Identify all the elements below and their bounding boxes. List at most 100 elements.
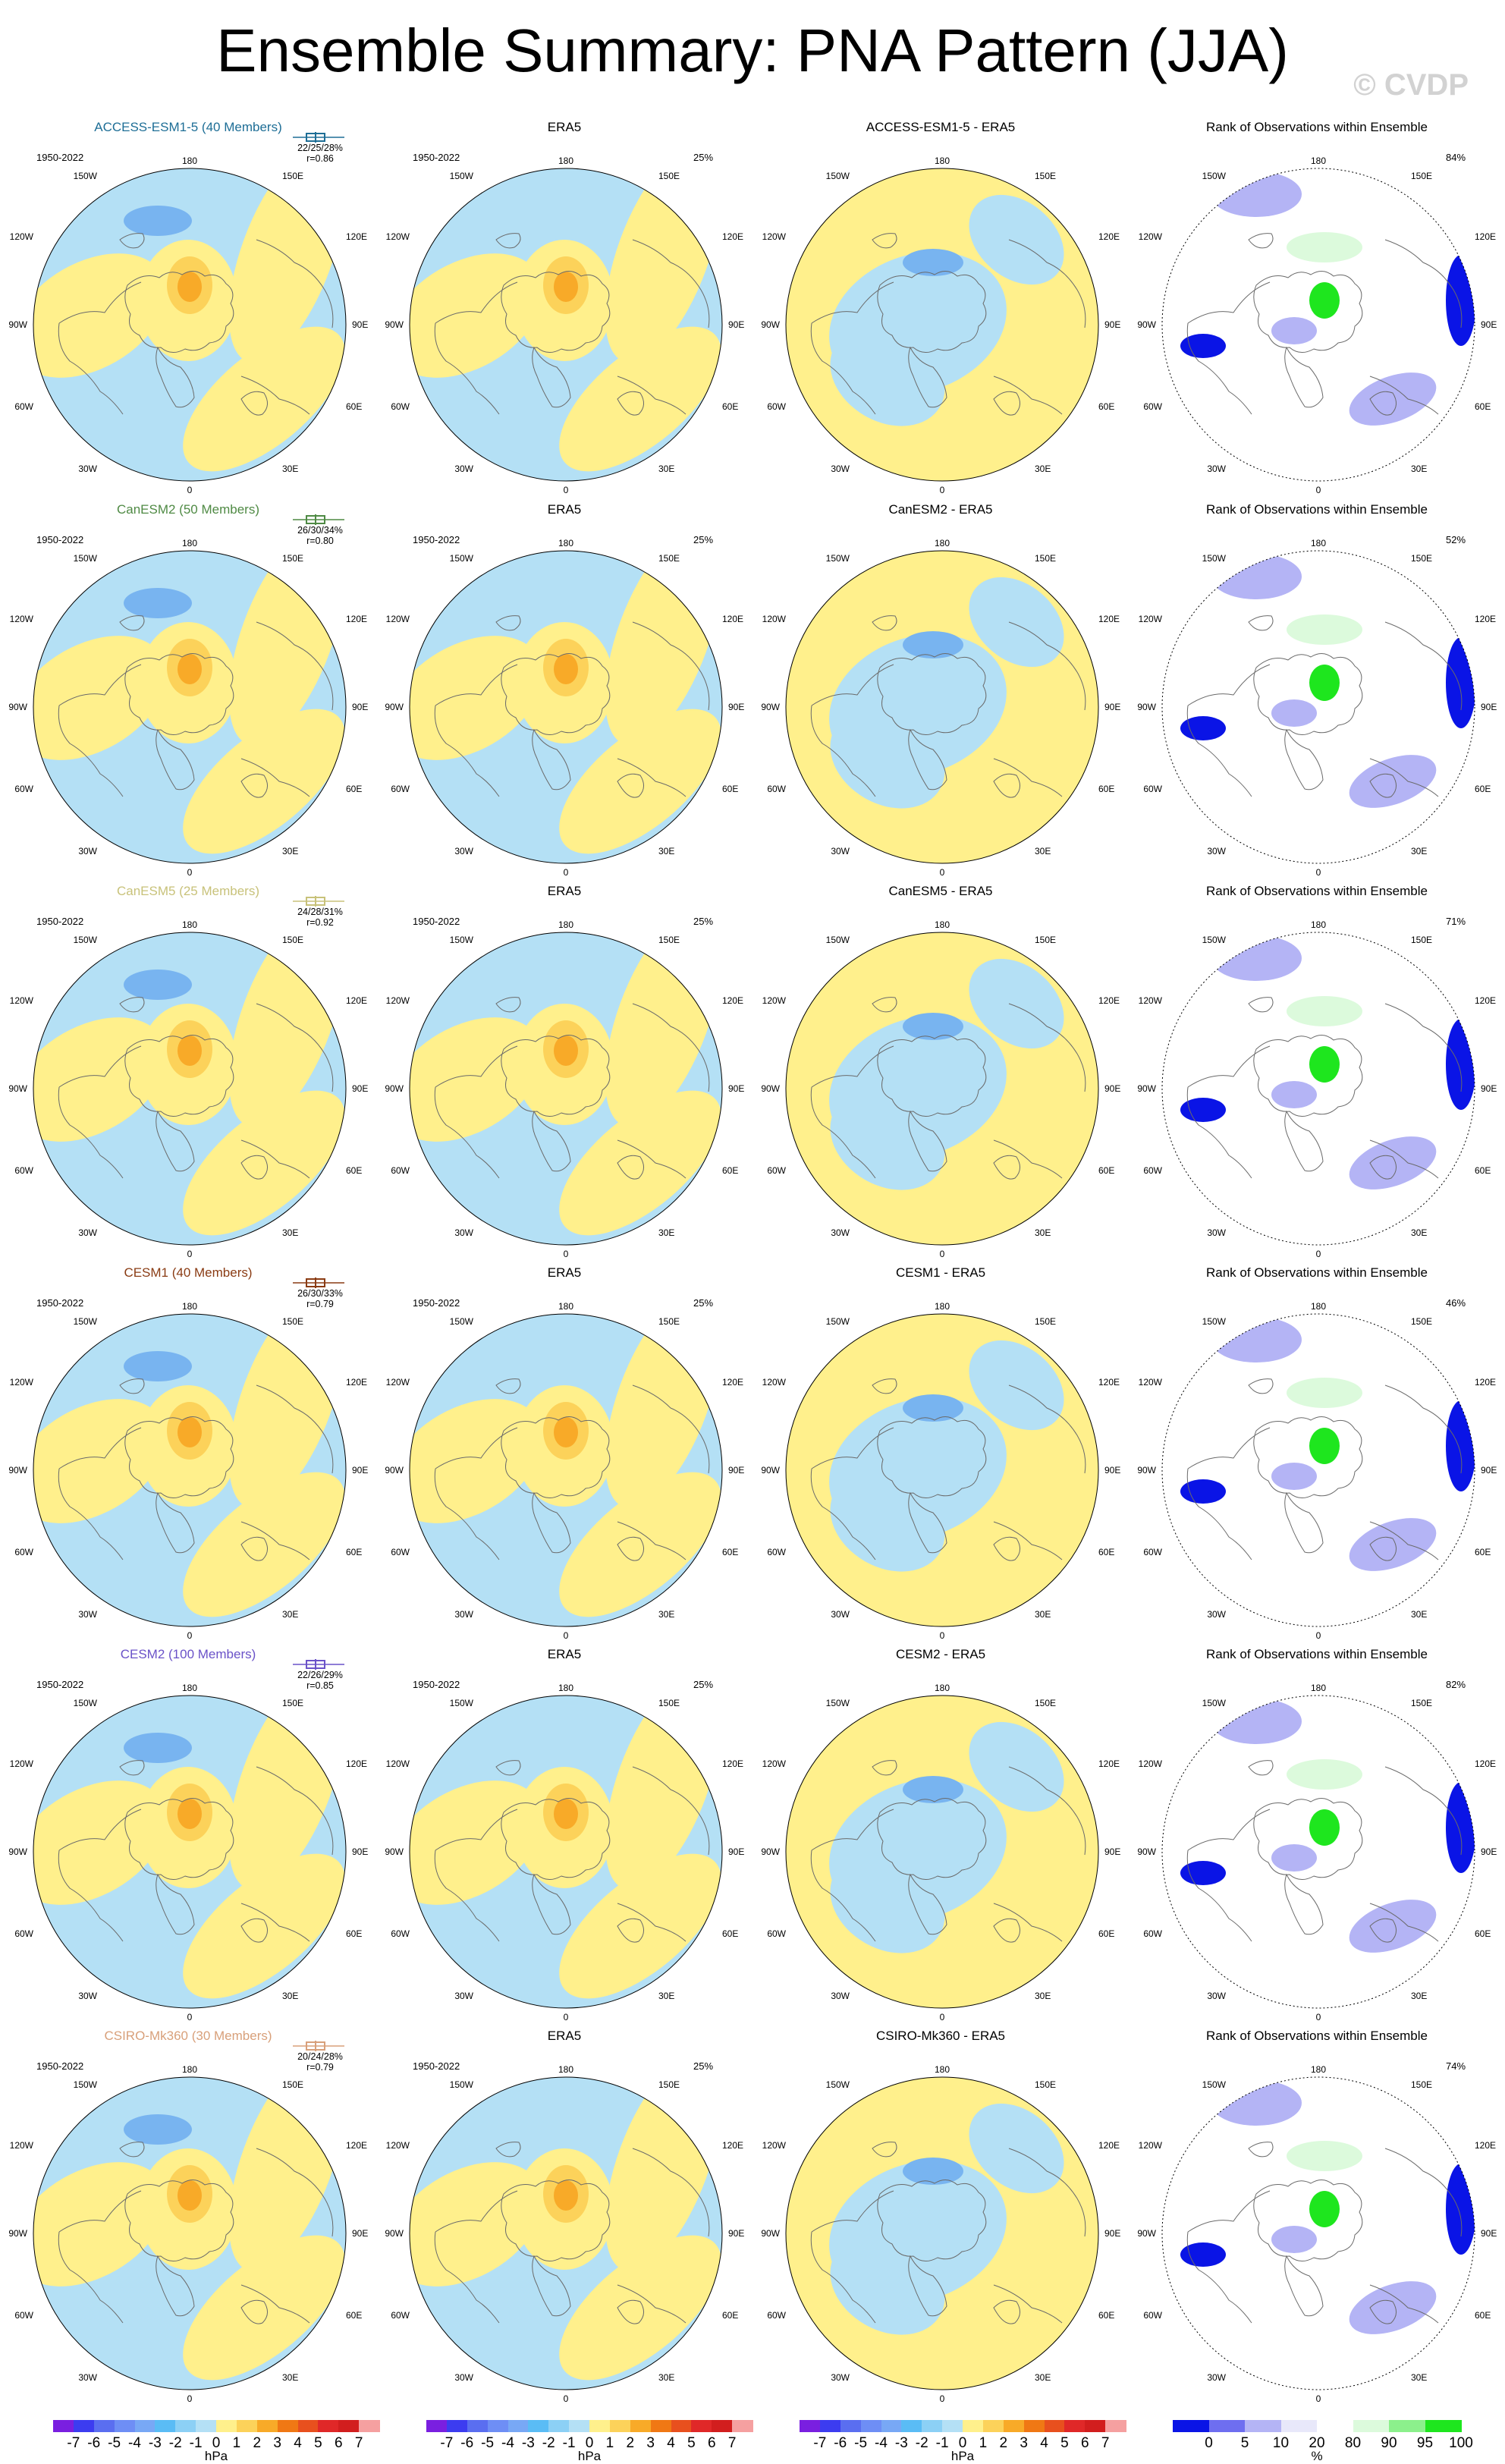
colorbar-tick-label: -3 bbox=[894, 2435, 908, 2451]
lon-label-ur1: 150E bbox=[282, 1316, 303, 1327]
colorbar-swatch bbox=[1064, 2420, 1086, 2432]
lon-label-ll1: 60W bbox=[14, 1547, 33, 1557]
lon-label-left: 90W bbox=[385, 1846, 404, 1857]
anomaly-field bbox=[33, 2077, 346, 2390]
lon-label-ur1: 150E bbox=[1411, 171, 1432, 181]
lon-label-ll1: 60W bbox=[1143, 1165, 1162, 1176]
lon-label-ur2: 120E bbox=[1475, 231, 1496, 242]
colorbar-tick-label: 1 bbox=[605, 2435, 614, 2451]
panel-title: CanESM5 - ERA5 bbox=[888, 884, 993, 898]
lon-label-lr2: 30E bbox=[1411, 1227, 1427, 1238]
cvdp-watermark: © CVDP bbox=[1353, 68, 1469, 102]
colorbar-swatch bbox=[963, 2420, 984, 2432]
lon-label-lr2: 30E bbox=[658, 2372, 674, 2383]
lon-label-lr1: 60E bbox=[346, 1165, 362, 1176]
lon-label-ur1: 150E bbox=[282, 935, 303, 945]
colorbar-swatch bbox=[277, 2420, 298, 2432]
lon-label-ur2: 120E bbox=[1098, 1758, 1120, 1769]
anomaly-field bbox=[33, 932, 346, 1245]
colorbar-tick-label: 0 bbox=[1205, 2435, 1213, 2451]
colorbar-tick-label: 6 bbox=[1080, 2435, 1089, 2451]
lon-label-ur1: 150E bbox=[658, 2079, 680, 2090]
lon-label-ll2: 30W bbox=[78, 1991, 97, 2001]
lon-label-top: 180 bbox=[558, 156, 573, 166]
lon-label-ul2: 120W bbox=[1139, 1377, 1163, 1388]
ensemble-spread-boxplot bbox=[293, 1278, 344, 1288]
lon-label-ul2: 120W bbox=[10, 231, 34, 242]
lon-label-top: 180 bbox=[1311, 156, 1326, 166]
variance-explained-range: 26/30/34% bbox=[297, 525, 343, 536]
lon-label-lr1: 60E bbox=[722, 1928, 738, 1939]
lon-label-ul2: 120W bbox=[1139, 614, 1163, 624]
lon-label-ul1: 150W bbox=[450, 935, 474, 945]
lon-label-ul2: 120W bbox=[386, 231, 410, 242]
variance-explained-range: 26/30/33% bbox=[297, 1288, 343, 1299]
lon-label-lr2: 30E bbox=[1411, 2372, 1427, 2383]
period-label: 1950-2022 bbox=[36, 2060, 84, 2072]
ensemble-stats: 26/30/34% r=0.80 bbox=[267, 525, 373, 546]
anomaly-field bbox=[410, 1696, 722, 2008]
ensemble-spread-boxplot bbox=[293, 896, 344, 907]
panel-rank: Rank of Observations within Ensemble 82% 1… bbox=[1129, 1647, 1505, 2029]
lon-label-right: 90E bbox=[352, 702, 368, 712]
colorbar-swatch bbox=[712, 2420, 733, 2432]
lon-label-left: 90W bbox=[385, 2228, 404, 2239]
colorbar-tick-label: 0 bbox=[958, 2435, 967, 2451]
lon-label-left: 90W bbox=[8, 1083, 27, 1094]
colorbar-swatch bbox=[589, 2420, 611, 2432]
colorbar-swatch bbox=[446, 2420, 468, 2432]
lon-label-ul2: 120W bbox=[762, 1377, 787, 1388]
lon-label-lr2: 30E bbox=[282, 1609, 298, 1620]
colorbar-tick-label: 4 bbox=[1040, 2435, 1048, 2451]
lon-label-right: 90E bbox=[1104, 319, 1120, 330]
colorbar-tick-label: 5 bbox=[314, 2435, 322, 2451]
lon-label-lr1: 60E bbox=[1475, 1928, 1491, 1939]
pattern-correlation: r=0.92 bbox=[306, 917, 334, 928]
lon-label-ul1: 150W bbox=[450, 553, 474, 564]
lon-label-top: 180 bbox=[182, 1683, 197, 1693]
lon-label-ll2: 30W bbox=[831, 846, 850, 856]
lon-label-lr2: 30E bbox=[1035, 1609, 1051, 1620]
colorbar-tick-label: -1 bbox=[189, 2435, 203, 2451]
panel-title: Rank of Observations within Ensemble bbox=[1206, 1647, 1428, 1661]
lon-label-left: 90W bbox=[385, 702, 404, 712]
colorbar-tick-label: 2 bbox=[999, 2435, 1008, 2451]
lon-label-top: 180 bbox=[1311, 1683, 1326, 1693]
lon-label-left: 90W bbox=[761, 1083, 780, 1094]
lon-label-right: 90E bbox=[1104, 1846, 1120, 1857]
lon-label-ul1: 150W bbox=[74, 171, 98, 181]
period-label: 1950-2022 bbox=[36, 534, 84, 545]
colorbar-swatch bbox=[732, 2420, 753, 2432]
lon-label-ul1: 150W bbox=[826, 935, 850, 945]
colorbar-swatch bbox=[1208, 2420, 1246, 2432]
lon-label-ul1: 150W bbox=[826, 171, 850, 181]
lon-label-ul1: 150W bbox=[74, 1316, 98, 1327]
variance-percent: 25% bbox=[693, 916, 714, 927]
lon-label-right: 90E bbox=[352, 2228, 368, 2239]
anomaly-field bbox=[786, 1314, 1098, 1626]
polar-map: 180 0 150W 120W 90W 60W 30W 150E 120E 90E 60E 30E bbox=[8, 1301, 368, 1641]
colorbar-swatch bbox=[53, 2420, 74, 2432]
colorbar-swatch bbox=[426, 2420, 448, 2432]
colorbar-tick-label: 95 bbox=[1416, 2435, 1434, 2451]
lon-label-ll2: 30W bbox=[1207, 1609, 1226, 1620]
colorbar-tick-label: 3 bbox=[646, 2435, 655, 2451]
colorbar-tick-label: 5 bbox=[1060, 2435, 1069, 2451]
lon-label-ll2: 30W bbox=[78, 1227, 97, 1238]
polar-map: 180 0 150W 120W 90W 60W 30W 150E 120E 90E 60E 30E bbox=[761, 2064, 1120, 2404]
lon-label-ll1: 60W bbox=[1143, 2310, 1162, 2321]
variance-percent: 25% bbox=[693, 152, 714, 163]
lon-label-lr2: 30E bbox=[658, 846, 674, 856]
lon-label-lr2: 30E bbox=[1035, 1991, 1051, 2001]
colorbar-tick-label: -1 bbox=[562, 2435, 576, 2451]
lon-label-right: 90E bbox=[352, 1846, 368, 1857]
anomaly-field bbox=[410, 932, 722, 1245]
lon-label-lr1: 60E bbox=[1475, 1547, 1491, 1557]
lon-label-bottom: 0 bbox=[940, 2393, 945, 2404]
colorbar-tick-label: -4 bbox=[501, 2435, 514, 2451]
pattern-correlation: r=0.80 bbox=[306, 536, 334, 546]
lon-label-bottom: 0 bbox=[187, 485, 193, 495]
lon-label-ur2: 120E bbox=[1475, 995, 1496, 1006]
lon-label-ur2: 120E bbox=[346, 614, 367, 624]
panel-obs: ERA5 1950-2022 25% 180 0 150W 120W 90W 60W 30W 150… bbox=[376, 2029, 752, 2410]
